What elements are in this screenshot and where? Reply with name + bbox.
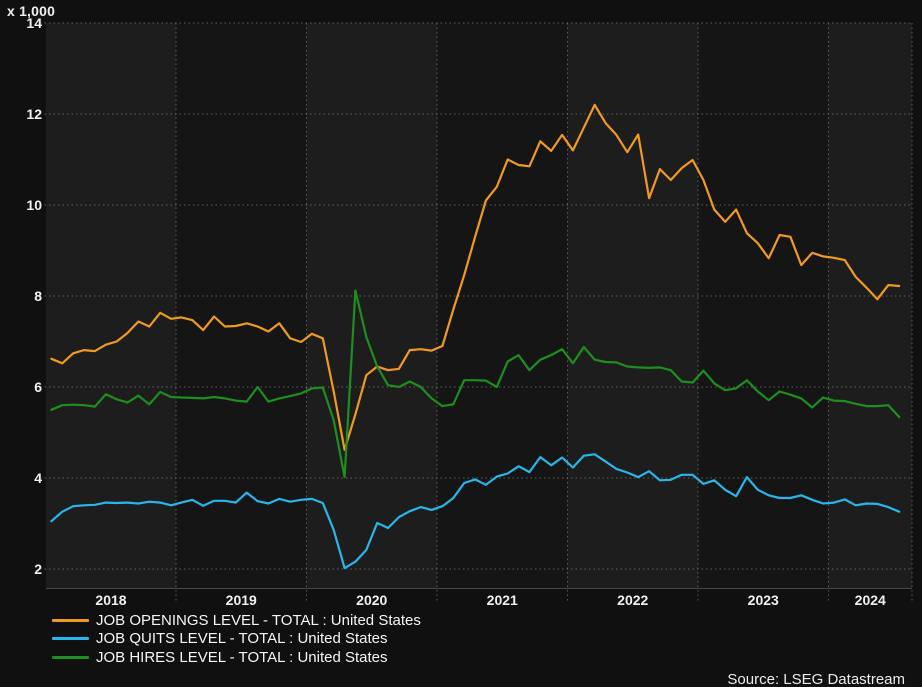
x-tick-label-2023: 2023 <box>747 592 779 608</box>
legend-swatch-hires <box>52 655 89 659</box>
x-tick-label-2019: 2019 <box>225 592 257 608</box>
legend-label-quits: JOB QUITS LEVEL - TOTAL : United States <box>96 630 388 647</box>
legend-label-openings: JOB OPENINGS LEVEL - TOTAL : United Stat… <box>96 611 421 629</box>
legend-label-hires: JOB HIRES LEVEL - TOTAL : United States <box>96 648 388 666</box>
y-axis-unit-label: x 1,000 <box>7 3 56 19</box>
year-band-2021 <box>437 23 568 588</box>
series-line-openings <box>50 103 901 451</box>
series-line-quits <box>50 453 901 570</box>
legend-swatch-openings <box>52 618 89 622</box>
year-band-2018 <box>46 23 176 588</box>
series-line-hires <box>50 289 901 479</box>
y-tick-label-4: 4 <box>34 470 42 486</box>
legend-item-quits: JOB QUITS LEVEL - TOTAL : United States <box>52 630 421 648</box>
legend-item-hires: JOB HIRES LEVEL - TOTAL : United States <box>52 648 421 666</box>
y-tick-label-10: 10 <box>26 197 42 213</box>
y-tick-label-14: 14 <box>26 15 42 31</box>
x-tick-label-2022: 2022 <box>617 592 649 608</box>
x-tick-label-2024: 2024 <box>854 592 886 608</box>
x-tick-label-2020: 2020 <box>356 592 388 608</box>
year-band-2020 <box>306 23 437 588</box>
legend: JOB OPENINGS LEVEL - TOTAL : United Stat… <box>52 611 421 667</box>
year-band-2022 <box>567 23 698 588</box>
y-tick-label-12: 12 <box>26 106 42 122</box>
legend-item-openings: JOB OPENINGS LEVEL - TOTAL : United Stat… <box>52 611 421 629</box>
y-tick-label-2: 2 <box>34 561 42 577</box>
year-band-2019 <box>176 23 307 588</box>
source-attribution: Source: LSEG Datastream <box>727 671 905 687</box>
y-tick-label-6: 6 <box>34 379 42 395</box>
x-tick-label-2018: 2018 <box>95 592 127 608</box>
legend-swatch-quits <box>52 637 89 640</box>
x-tick-label-2021: 2021 <box>486 592 518 608</box>
year-band-2024 <box>828 23 912 588</box>
y-tick-label-8: 8 <box>34 288 42 304</box>
year-band-2023 <box>698 23 829 588</box>
